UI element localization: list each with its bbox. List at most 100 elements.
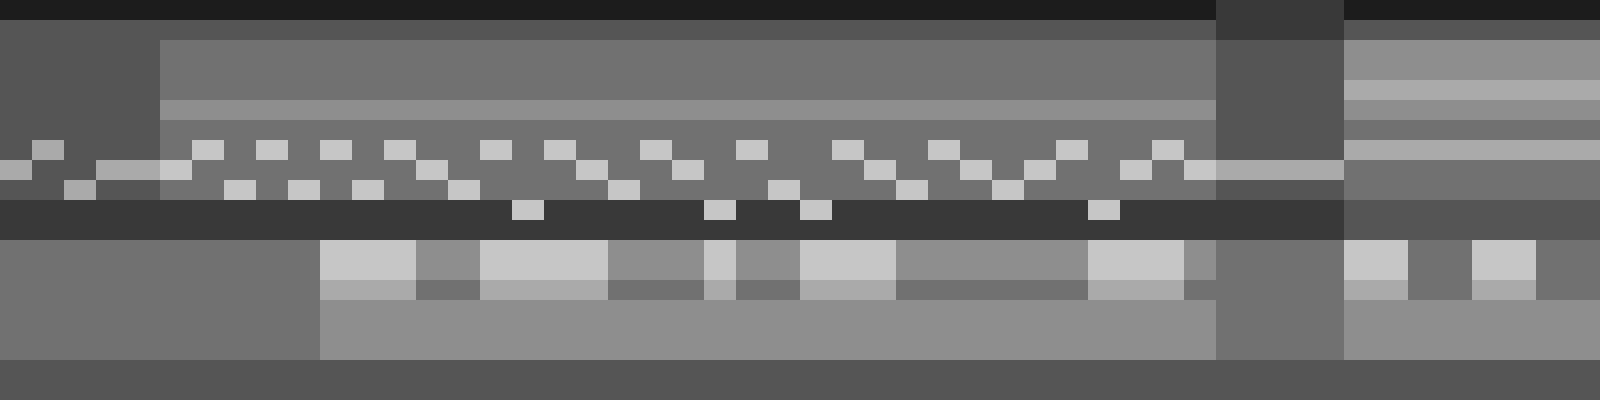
heatmap-cell (768, 360, 801, 381)
heatmap-cell (1056, 100, 1089, 121)
heatmap-cell (288, 200, 321, 221)
heatmap-cell (32, 180, 65, 201)
heatmap-cell (704, 380, 737, 400)
heatmap-cell (704, 340, 737, 361)
heatmap-cell (864, 160, 897, 181)
heatmap-cell (704, 120, 737, 141)
heatmap-cell (384, 220, 417, 241)
heatmap-cell (192, 220, 225, 241)
heatmap-cell (1280, 240, 1313, 261)
heatmap-cell (0, 360, 33, 381)
heatmap-cell (1056, 140, 1089, 161)
heatmap-cell (1376, 180, 1409, 201)
heatmap-cell (1024, 120, 1057, 141)
heatmap-cell (1248, 360, 1281, 381)
heatmap-cell (384, 0, 417, 21)
heatmap-cell (736, 240, 769, 261)
heatmap-cell (1056, 160, 1089, 181)
heatmap-cell (896, 260, 929, 281)
heatmap-cell (512, 320, 545, 341)
heatmap-cell (1312, 40, 1345, 61)
heatmap-cell (608, 340, 641, 361)
heatmap-cell (384, 180, 417, 201)
heatmap-cell (32, 60, 65, 81)
heatmap-cell (288, 60, 321, 81)
heatmap-cell (256, 120, 289, 141)
heatmap-cell (544, 100, 577, 121)
heatmap-cell (32, 0, 65, 21)
heatmap-cell (1344, 0, 1377, 21)
heatmap-cell (1312, 240, 1345, 261)
heatmap-cell (0, 300, 33, 321)
heatmap-cell (896, 320, 929, 341)
heatmap-cell (160, 100, 193, 121)
heatmap-cell (800, 160, 833, 181)
heatmap-cell (1440, 120, 1473, 141)
heatmap-cell (864, 260, 897, 281)
heatmap-cell (320, 60, 353, 81)
heatmap-cell (416, 300, 449, 321)
heatmap-cell (1472, 100, 1505, 121)
heatmap-cell (1504, 20, 1537, 41)
heatmap-cell (1472, 320, 1505, 341)
heatmap-cell (960, 0, 993, 21)
heatmap-cell (288, 40, 321, 61)
heatmap-cell (864, 220, 897, 241)
heatmap-cell (896, 40, 929, 61)
heatmap-cell (0, 160, 33, 181)
heatmap-cell (320, 260, 353, 281)
heatmap-cell (1312, 380, 1345, 400)
heatmap-cell (832, 60, 865, 81)
heatmap-cell (928, 340, 961, 361)
heatmap-cell (0, 340, 33, 361)
heatmap-cell (256, 180, 289, 201)
heatmap-cell (224, 300, 257, 321)
heatmap-cell (608, 280, 641, 301)
heatmap-cell (1408, 100, 1441, 121)
heatmap-cell (1568, 80, 1600, 101)
heatmap-cell (608, 200, 641, 221)
heatmap-cell (1024, 20, 1057, 41)
heatmap-cell (128, 380, 161, 400)
heatmap-cell (832, 200, 865, 221)
heatmap-cell (1536, 60, 1569, 81)
heatmap-cell (1216, 280, 1249, 301)
heatmap-cell (864, 0, 897, 21)
heatmap-cell (1472, 260, 1505, 281)
heatmap-cell (1152, 260, 1185, 281)
heatmap-cell (1088, 280, 1121, 301)
heatmap-cell (416, 240, 449, 261)
heatmap-cell (416, 340, 449, 361)
heatmap-cell (320, 20, 353, 41)
heatmap-cell (608, 80, 641, 101)
heatmap-cell (1536, 300, 1569, 321)
heatmap-cell (256, 280, 289, 301)
heatmap-cell (576, 80, 609, 101)
heatmap-cell (960, 80, 993, 101)
heatmap-cell (64, 320, 97, 341)
heatmap-cell (576, 220, 609, 241)
heatmap-cell (256, 360, 289, 381)
heatmap-cell (32, 20, 65, 41)
heatmap-cell (96, 40, 129, 61)
heatmap-cell (1088, 20, 1121, 41)
heatmap-cell (256, 240, 289, 261)
heatmap-cell (896, 240, 929, 261)
heatmap-cell (544, 180, 577, 201)
heatmap-cell (1376, 220, 1409, 241)
heatmap-cell (320, 340, 353, 361)
heatmap-cell (352, 180, 385, 201)
heatmap-cell (736, 280, 769, 301)
heatmap-cell (800, 200, 833, 221)
heatmap-cell (640, 340, 673, 361)
heatmap-cell (416, 120, 449, 141)
heatmap-cell (64, 180, 97, 201)
heatmap-cell (1536, 120, 1569, 141)
heatmap-cell (608, 20, 641, 41)
heatmap-cell (0, 200, 33, 221)
heatmap-cell (768, 60, 801, 81)
heatmap-cell (1376, 360, 1409, 381)
heatmap-cell (64, 220, 97, 241)
heatmap-cell (64, 280, 97, 301)
heatmap-cell (672, 80, 705, 101)
